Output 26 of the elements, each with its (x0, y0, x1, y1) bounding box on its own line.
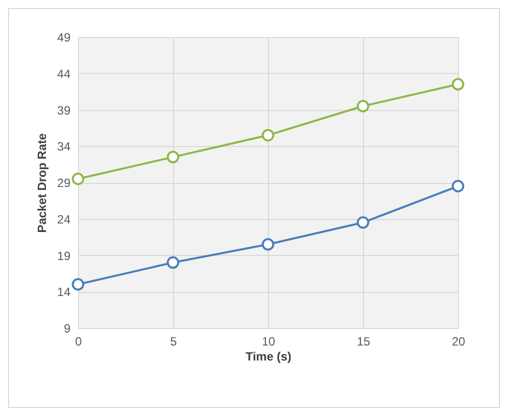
point (166, 150, 180, 164)
y-tick-label: 9 (64, 322, 71, 336)
point (452, 78, 464, 91)
point (452, 180, 464, 192)
point (356, 216, 370, 229)
point (356, 100, 370, 112)
point (72, 278, 84, 291)
point (72, 172, 84, 186)
y-tick-label: 39 (57, 103, 71, 118)
x-tick-label: 15 (356, 334, 370, 348)
y-tick-label: 49 (57, 30, 71, 44)
x-axis-title: Time (s) (246, 350, 292, 364)
y-tick-label: 24 (57, 212, 71, 226)
x-tick-label: 20 (452, 334, 466, 348)
y-tick-label: 29 (57, 176, 71, 190)
y-tick-label: 14 (57, 285, 71, 300)
y-tick-label: 44 (57, 66, 71, 81)
point (166, 256, 180, 269)
y-tick-label: 34 (57, 140, 71, 154)
x-tick-label: 10 (262, 334, 276, 348)
y-axis-title: Packet Drop Rate (35, 132, 50, 233)
x-tick-label: 0 (75, 334, 82, 348)
point (262, 238, 274, 251)
point (262, 128, 274, 142)
y-tick-label: 19 (57, 248, 71, 263)
x-tick-label: 5 (170, 334, 178, 348)
